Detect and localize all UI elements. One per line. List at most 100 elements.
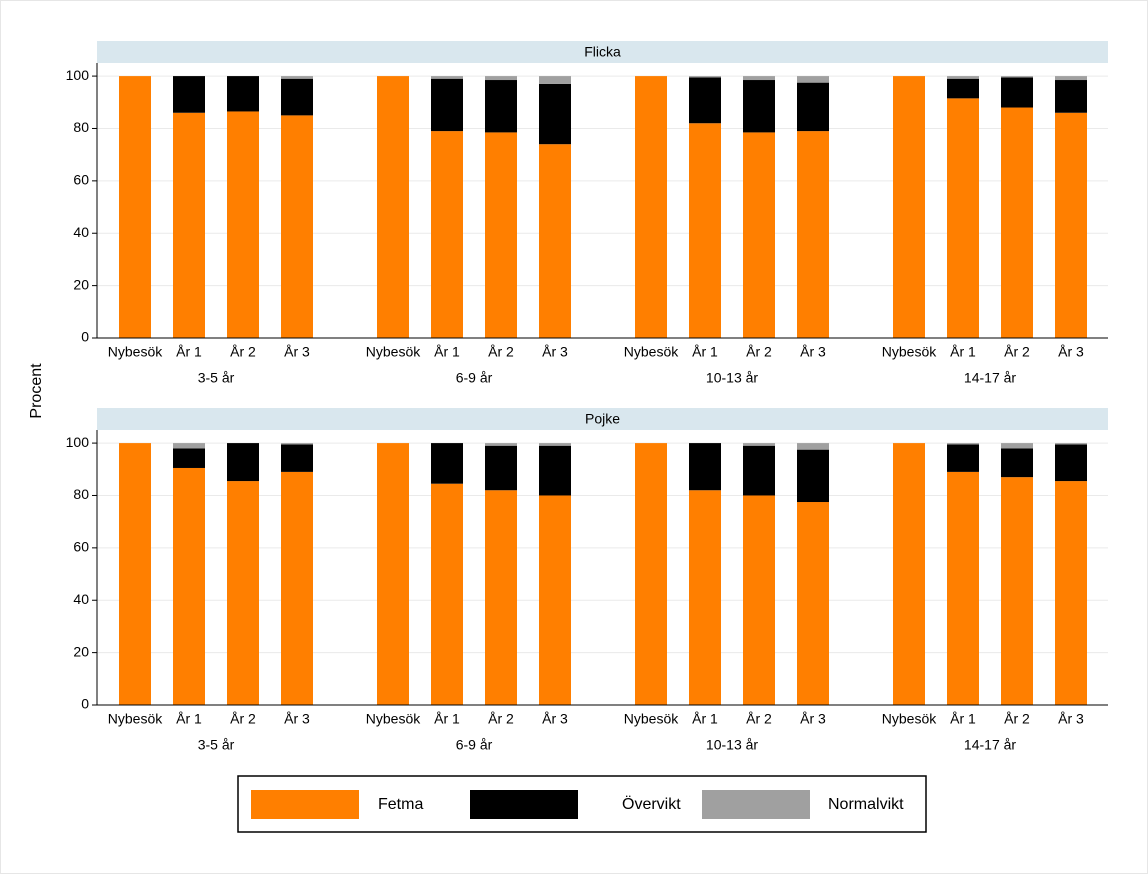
x-tick-label: År 3 xyxy=(1058,711,1084,727)
bar-segment xyxy=(689,123,721,338)
bar-segment xyxy=(1055,443,1087,445)
bar-segment xyxy=(947,98,979,338)
x-tick-label: Nybesök xyxy=(624,711,679,727)
x-tick-label: År 1 xyxy=(692,344,718,360)
bar-segment xyxy=(431,483,463,705)
y-tick-label: 40 xyxy=(73,224,89,240)
panel-strip xyxy=(97,41,1108,63)
y-tick-label: 100 xyxy=(66,434,90,450)
bar-segment xyxy=(743,76,775,81)
bar-segment xyxy=(797,131,829,338)
x-tick-label: År 1 xyxy=(176,344,202,360)
group-label: 3-5 år xyxy=(198,737,235,753)
y-tick-label: 60 xyxy=(73,172,89,188)
bar-segment xyxy=(797,76,829,83)
bar-segment xyxy=(797,449,829,503)
bar-segment xyxy=(173,112,205,338)
group-label: 6-9 år xyxy=(456,737,493,753)
group-label: 14-17 år xyxy=(964,370,1016,386)
x-tick-label: År 1 xyxy=(692,711,718,727)
x-tick-label: År 1 xyxy=(434,711,460,727)
bar-segment xyxy=(227,76,259,112)
panel-title: Flicka xyxy=(584,44,621,60)
x-tick-label: Nybesök xyxy=(108,711,163,727)
x-tick-label: År 2 xyxy=(1004,344,1030,360)
x-tick-label: År 3 xyxy=(1058,344,1084,360)
bar-segment xyxy=(689,490,721,705)
bar-segment xyxy=(539,83,571,145)
legend-swatch xyxy=(251,790,359,819)
bar-segment xyxy=(431,78,463,132)
bar-segment xyxy=(485,490,517,705)
bar-segment xyxy=(947,443,979,445)
x-tick-label: År 2 xyxy=(746,711,772,727)
bar-segment xyxy=(485,443,517,446)
bar-segment xyxy=(947,76,979,79)
x-tick-label: År 1 xyxy=(950,711,976,727)
x-tick-label: År 3 xyxy=(800,711,826,727)
bar-segment xyxy=(797,502,829,705)
bar-segment xyxy=(797,82,829,132)
bar-segment xyxy=(689,443,721,491)
bar-segment xyxy=(539,443,571,446)
x-tick-label: År 1 xyxy=(434,344,460,360)
bar-segment xyxy=(1055,80,1087,113)
bar-segment xyxy=(539,144,571,338)
bar-segment xyxy=(539,495,571,705)
bar-segment xyxy=(485,445,517,491)
bar-segment xyxy=(173,76,205,113)
bar-segment xyxy=(431,131,463,338)
bar-segment xyxy=(743,445,775,496)
x-tick-label: Nybesök xyxy=(624,344,679,360)
bar-segment xyxy=(689,77,721,124)
legend-label: Normalvikt xyxy=(828,796,904,813)
bar-segment xyxy=(1001,448,1033,478)
x-tick-label: År 2 xyxy=(230,711,256,727)
bar-segment xyxy=(1055,112,1087,338)
x-tick-label: År 2 xyxy=(488,344,514,360)
bar-segment xyxy=(893,443,925,705)
x-tick-label: År 3 xyxy=(800,344,826,360)
y-tick-label: 60 xyxy=(73,539,89,555)
y-axis-label: Procent xyxy=(28,363,45,419)
bar-segment xyxy=(485,132,517,338)
bar-segment xyxy=(1055,444,1087,482)
legend-swatch xyxy=(702,790,810,819)
bar-segment xyxy=(173,443,205,449)
bar-segment xyxy=(689,76,721,78)
bar-segment xyxy=(119,76,151,338)
x-tick-label: År 1 xyxy=(176,711,202,727)
panel-strip xyxy=(97,408,1108,430)
bar-segment xyxy=(227,481,259,705)
bar-segment xyxy=(377,443,409,705)
y-tick-label: 0 xyxy=(81,696,89,712)
bar-segment xyxy=(539,445,571,496)
bar-segment xyxy=(635,443,667,705)
bar-segment xyxy=(743,80,775,133)
x-tick-label: Nybesök xyxy=(882,711,937,727)
group-label: 3-5 år xyxy=(198,370,235,386)
bar-segment xyxy=(1001,477,1033,705)
x-tick-label: År 3 xyxy=(542,344,568,360)
x-tick-label: År 2 xyxy=(230,344,256,360)
bar-segment xyxy=(1055,76,1087,81)
group-label: 10-13 år xyxy=(706,737,758,753)
group-label: 10-13 år xyxy=(706,370,758,386)
bar-segment xyxy=(281,76,313,79)
x-tick-label: År 2 xyxy=(488,711,514,727)
x-tick-label: År 2 xyxy=(1004,711,1030,727)
bar-segment xyxy=(281,471,313,705)
bar-segment xyxy=(947,444,979,472)
bar-segment xyxy=(173,448,205,468)
bar-segment xyxy=(743,132,775,338)
bar-segment xyxy=(431,443,463,484)
bar-segment xyxy=(281,115,313,338)
bar-segment xyxy=(1001,443,1033,449)
x-tick-label: År 3 xyxy=(284,711,310,727)
bar-segment xyxy=(485,80,517,133)
x-tick-label: År 3 xyxy=(542,711,568,727)
legend-swatch xyxy=(470,790,578,819)
y-tick-label: 0 xyxy=(81,329,89,345)
bar-segment xyxy=(947,471,979,705)
